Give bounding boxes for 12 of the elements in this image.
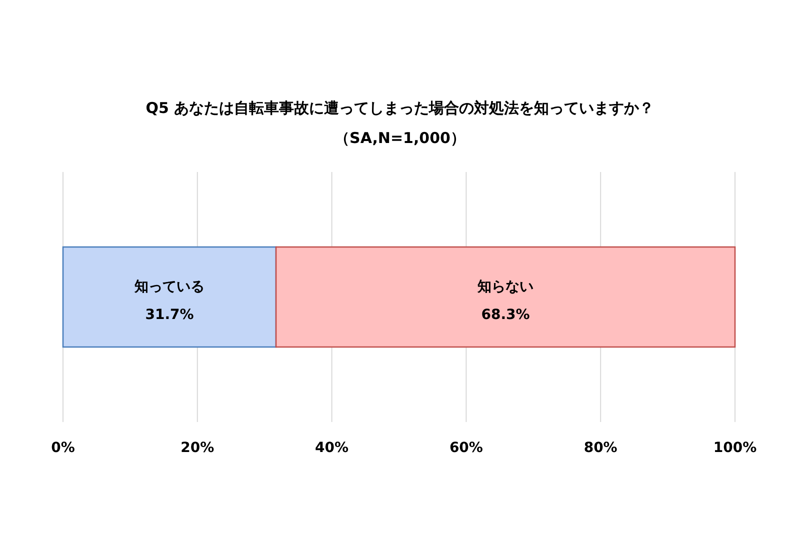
- series-label: 知っている: [134, 279, 204, 295]
- xtick: 60%: [449, 440, 483, 456]
- xtick: 40%: [315, 440, 349, 456]
- xtick: 0%: [51, 440, 75, 456]
- subtitle: （SA,N=1,000）: [334, 129, 466, 147]
- series-label: 知らない: [478, 279, 534, 295]
- title: Q5 あなたは自転車事故に遭ってしまった場合の対処法を知っていますか？: [146, 99, 654, 117]
- xtick: 20%: [180, 440, 214, 456]
- data-label: 68.3%: [481, 307, 530, 323]
- data-label: 31.7%: [145, 307, 194, 323]
- xtick: 80%: [584, 440, 618, 456]
- xtick: 100%: [713, 440, 757, 456]
